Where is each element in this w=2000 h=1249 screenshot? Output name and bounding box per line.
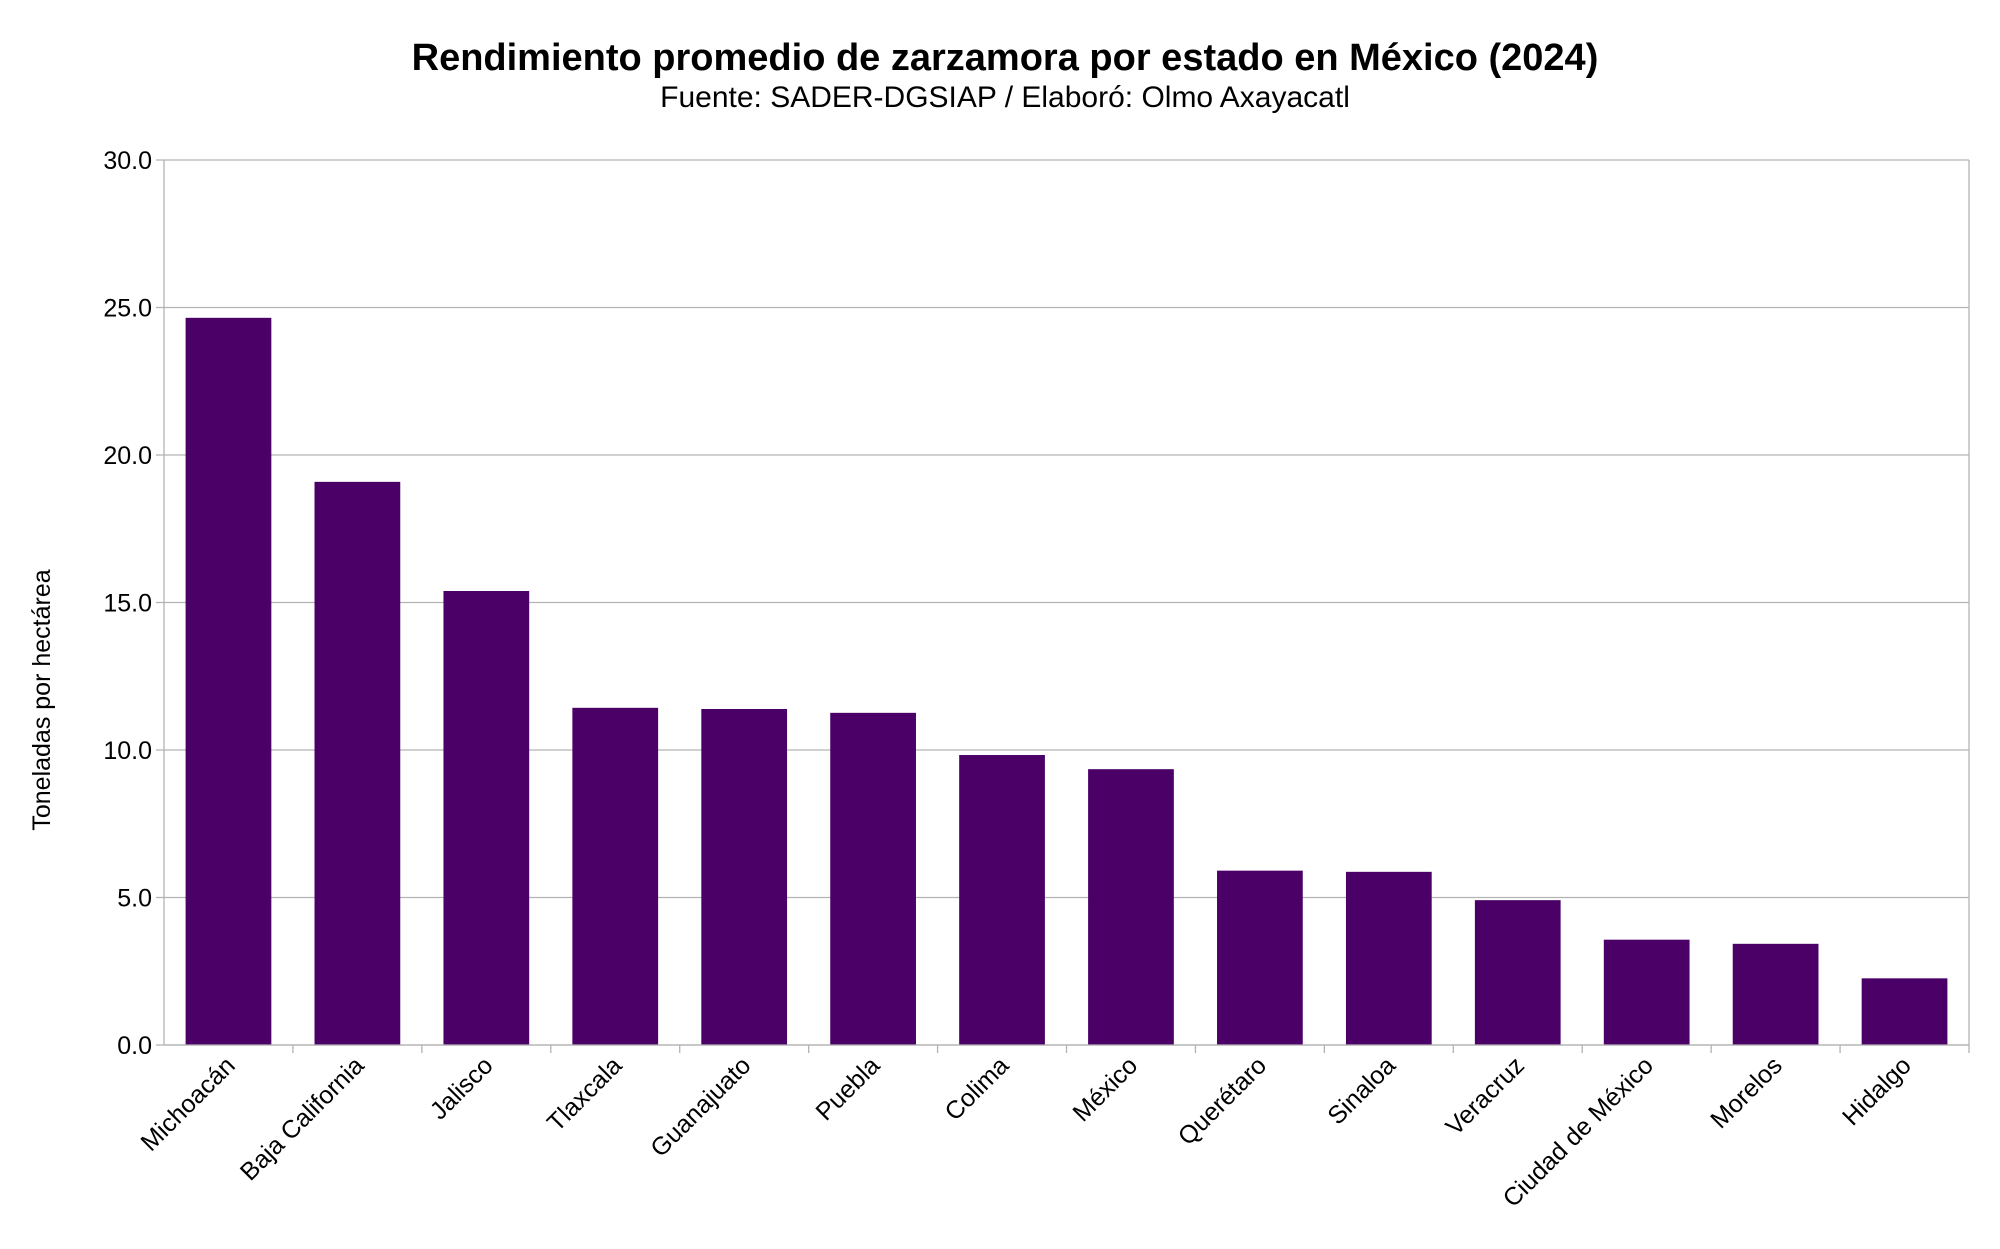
x-tick-label: Veracruz	[1440, 1051, 1530, 1141]
bar	[1217, 870, 1303, 1045]
x-tick-label: Colima	[939, 1051, 1014, 1126]
x-tick-label: Guanajuato	[645, 1051, 756, 1162]
bar	[1603, 939, 1690, 1045]
bar	[959, 755, 1045, 1045]
x-tick-label: Puebla	[810, 1051, 885, 1126]
x-tick-label: México	[1067, 1051, 1143, 1127]
x-tick-label: Morelos	[1705, 1051, 1788, 1134]
chart-subtitle: Fuente: SADER-DGSIAP / Elaboró: Olmo Axa…	[660, 81, 1350, 114]
x-tick-label: Michoacán	[135, 1051, 240, 1156]
bars	[185, 317, 1948, 1046]
x-tick-label: Hidalgo	[1837, 1051, 1917, 1131]
bar	[1474, 900, 1561, 1045]
x-tick-label: Tlaxcala	[542, 1051, 628, 1137]
x-tick-label: Baja California	[235, 1051, 370, 1186]
bar	[830, 712, 916, 1045]
bar	[701, 708, 788, 1045]
x-tick-label: Sinaloa	[1322, 1051, 1401, 1130]
y-tick-label: 25.0	[103, 295, 152, 323]
chart-title: Rendimiento promedio de zarzamora por es…	[412, 37, 1599, 79]
bar	[443, 590, 530, 1045]
bar	[1861, 978, 1948, 1045]
bar	[1088, 769, 1174, 1045]
y-tick-labels: 0.0 5.0 10.0 15.0 20.0 25.0 30.0	[103, 147, 152, 1060]
bar	[185, 317, 272, 1045]
bar	[572, 707, 659, 1045]
bar	[314, 481, 401, 1046]
x-tick-label: Querétaro	[1173, 1051, 1272, 1150]
bar	[1732, 943, 1819, 1045]
x-tick-label: Jalisco	[425, 1051, 499, 1125]
y-tick-label: 0.0	[117, 1032, 152, 1060]
gridlines	[156, 159, 1969, 1046]
y-tick-label: 30.0	[103, 147, 152, 175]
y-tick-label: 5.0	[117, 885, 152, 913]
y-tick-label: 10.0	[103, 737, 152, 765]
y-axis-label: Toneladas por hectárea	[28, 569, 56, 830]
y-tick-label: 15.0	[103, 590, 152, 618]
y-tick-label: 20.0	[103, 442, 152, 470]
bar	[1345, 871, 1432, 1045]
axes	[163, 160, 1970, 1053]
